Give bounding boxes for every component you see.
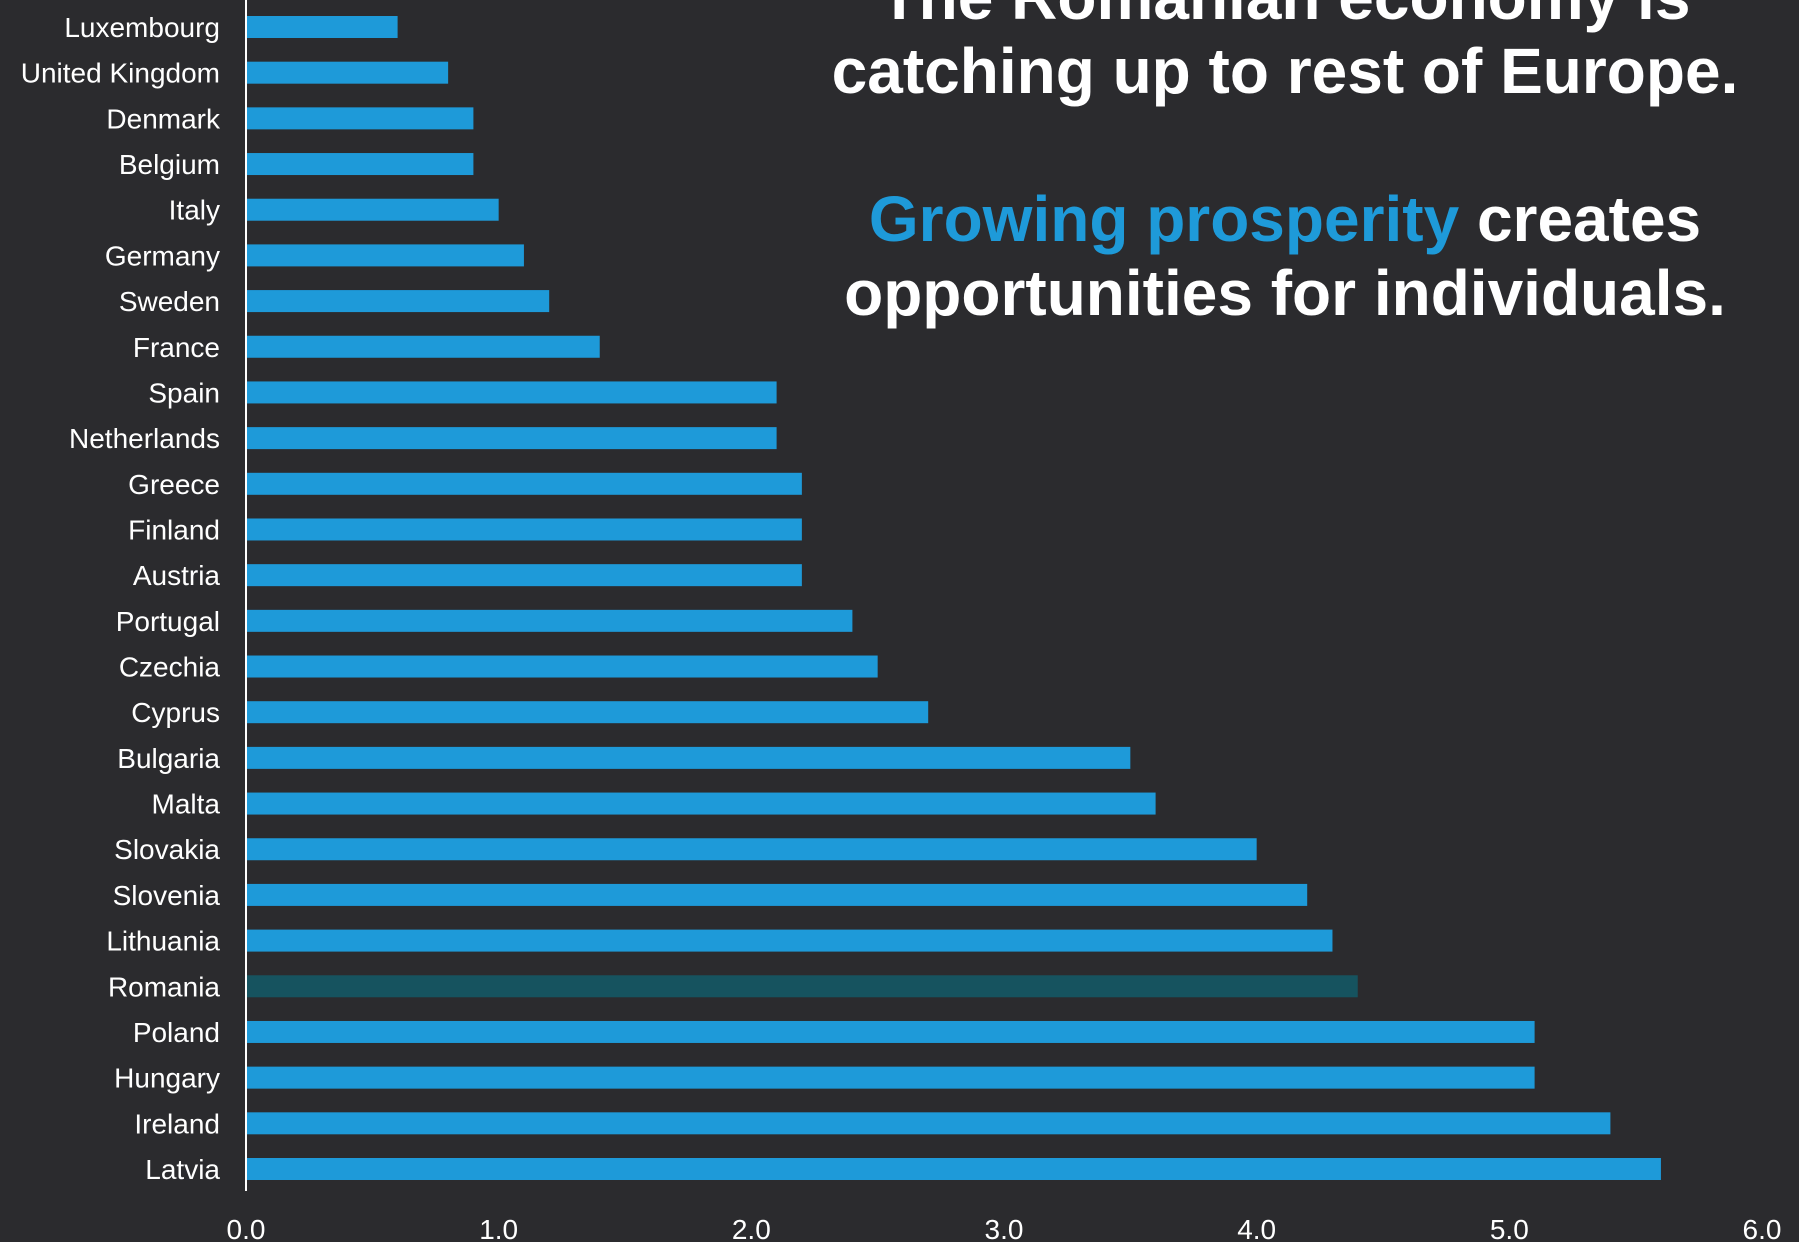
headline-line-1: The Romanian economy is bbox=[760, 0, 1799, 34]
category-label-netherlands: Netherlands bbox=[69, 423, 220, 454]
category-label-spain: Spain bbox=[148, 377, 220, 408]
category-label-slovakia: Slovakia bbox=[114, 834, 220, 865]
bar-portugal bbox=[246, 609, 853, 632]
category-label-france: France bbox=[133, 332, 220, 363]
x-tick-label-0: 0.0 bbox=[227, 1214, 266, 1242]
category-label-luxembourg: Luxembourg bbox=[64, 12, 220, 43]
headline-line-3-rest: creates bbox=[1459, 183, 1702, 255]
bar-slovenia bbox=[246, 883, 1308, 906]
category-label-italy: Italy bbox=[169, 195, 220, 226]
bar-malta bbox=[246, 792, 1156, 815]
bar-austria bbox=[246, 564, 802, 587]
headline-accent: Growing prosperity bbox=[868, 183, 1460, 255]
category-label-romania: Romania bbox=[108, 971, 220, 1002]
bar-poland bbox=[246, 1020, 1535, 1043]
bar-united-kingdom bbox=[246, 61, 449, 84]
category-label-germany: Germany bbox=[105, 240, 220, 271]
bar-latvia bbox=[246, 1158, 1661, 1180]
headline-line-4: opportunities for individuals. bbox=[844, 257, 1726, 329]
category-label-portugal: Portugal bbox=[116, 606, 220, 637]
category-label-united-kingdom: United Kingdom bbox=[21, 58, 220, 89]
bar-bulgaria bbox=[246, 746, 1131, 769]
category-label-belgium: Belgium bbox=[119, 149, 220, 180]
category-label-austria: Austria bbox=[133, 560, 221, 591]
bar-italy bbox=[246, 198, 499, 221]
category-label-ireland: Ireland bbox=[134, 1108, 220, 1139]
headline-gap bbox=[760, 108, 1799, 182]
category-label-sweden: Sweden bbox=[119, 286, 220, 317]
category-label-slovenia: Slovenia bbox=[113, 880, 221, 911]
x-tick-label-6: 6.0 bbox=[1743, 1214, 1782, 1242]
bar-romania bbox=[246, 975, 1358, 998]
category-label-lithuania: Lithuania bbox=[106, 926, 220, 957]
bar-spain bbox=[246, 381, 777, 404]
bar-belgium bbox=[246, 153, 474, 176]
headline: The Romanian economy is catching up to r… bbox=[760, 0, 1799, 330]
x-tick-label-5: 5.0 bbox=[1490, 1214, 1529, 1242]
headline-line-3: Growing prosperity creates bbox=[760, 182, 1799, 256]
bar-hungary bbox=[246, 1066, 1535, 1089]
category-label-hungary: Hungary bbox=[114, 1063, 220, 1094]
x-tick-label-3: 3.0 bbox=[985, 1214, 1024, 1242]
category-label-bulgaria: Bulgaria bbox=[117, 743, 220, 774]
bar-sweden bbox=[246, 290, 550, 313]
category-label-poland: Poland bbox=[133, 1017, 220, 1048]
bar-france bbox=[246, 335, 600, 358]
category-label-latvia: Latvia bbox=[145, 1154, 220, 1185]
bar-netherlands bbox=[246, 427, 777, 450]
category-label-czechia: Czechia bbox=[119, 652, 221, 683]
bar-luxembourg bbox=[246, 16, 398, 38]
category-label-finland: Finland bbox=[128, 514, 220, 545]
category-label-greece: Greece bbox=[128, 469, 220, 500]
x-tick-label-4: 4.0 bbox=[1237, 1214, 1276, 1242]
bar-ireland bbox=[246, 1112, 1611, 1135]
bar-germany bbox=[246, 244, 524, 267]
bars-group bbox=[246, 16, 1661, 1180]
category-label-denmark: Denmark bbox=[106, 103, 221, 134]
category-label-cyprus: Cyprus bbox=[131, 697, 220, 728]
bar-czechia bbox=[246, 655, 878, 678]
category-label-malta: Malta bbox=[152, 789, 221, 820]
bar-slovakia bbox=[246, 838, 1257, 861]
x-tick-label-1: 1.0 bbox=[479, 1214, 518, 1242]
bar-denmark bbox=[246, 107, 474, 130]
headline-line-2: catching up to rest of Europe. bbox=[831, 35, 1739, 107]
bar-lithuania bbox=[246, 929, 1333, 952]
x-tick-labels: 0.0 1.0 2.0 3.0 4.0 5.0 6.0 bbox=[227, 1214, 1782, 1242]
bar-greece bbox=[246, 472, 802, 495]
bar-finland bbox=[246, 518, 802, 541]
x-tick-label-2: 2.0 bbox=[732, 1214, 771, 1242]
category-labels: Luxembourg United Kingdom Denmark Belgium It… bbox=[21, 12, 221, 1185]
bar-cyprus bbox=[246, 701, 929, 724]
